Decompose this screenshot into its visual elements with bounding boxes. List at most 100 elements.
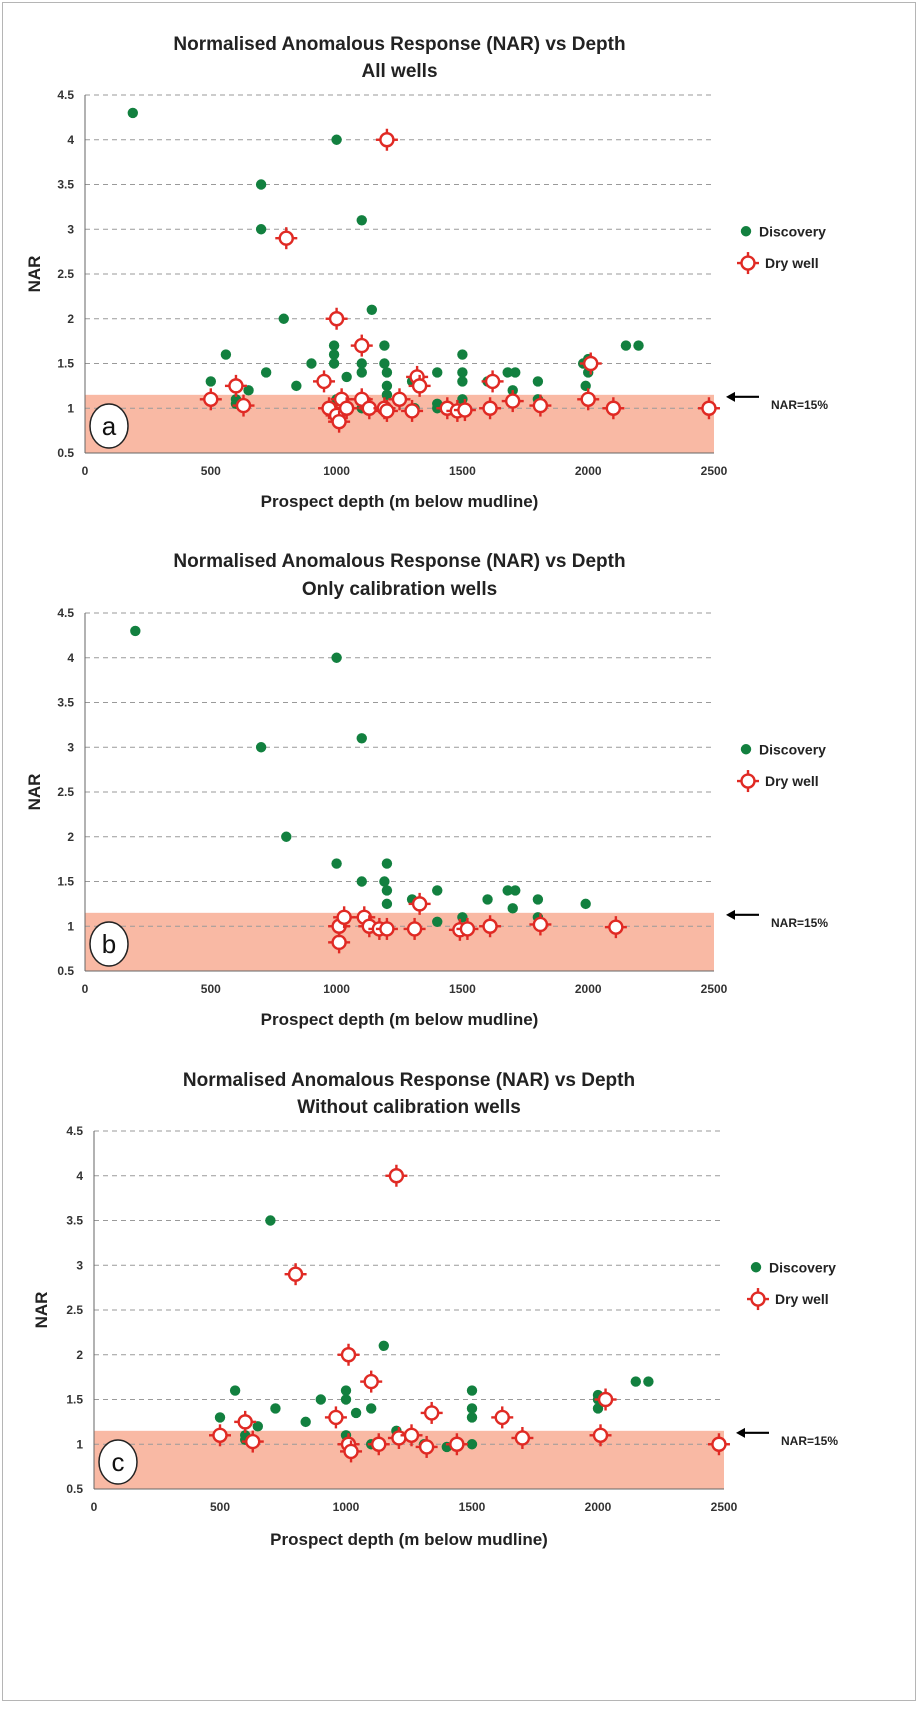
discovery-point [502, 885, 513, 896]
dry-well-point [324, 1406, 347, 1429]
discovery-point [457, 349, 468, 360]
x-tick-label: 1500 [449, 982, 476, 996]
discovery-point [381, 380, 393, 392]
discovery-point [379, 358, 390, 369]
discovery-point [328, 349, 340, 360]
dry-well-point [511, 1426, 534, 1449]
dry-well-point [529, 913, 552, 936]
discovery-point [482, 894, 493, 905]
discovery-point [532, 894, 544, 905]
discovery-point [381, 898, 393, 910]
dry-well-ring [287, 1266, 304, 1282]
dry-well-ring [740, 255, 756, 271]
discovery-point [466, 1385, 478, 1396]
nar-threshold-band [85, 912, 714, 971]
dry-well-ring [605, 400, 622, 416]
threshold-label: NAR=15% [771, 916, 828, 930]
y-tick-label: 3 [67, 740, 74, 754]
chart-subtitle: Only calibration wells [302, 579, 497, 600]
chart-subtitle: All wells [361, 61, 437, 82]
dry-well-ring [459, 921, 476, 937]
dry-well-ring [328, 311, 345, 327]
legend-discovery-label: Discovery [769, 1259, 836, 1275]
y-tick-label: 1 [67, 401, 74, 415]
y-tick-label: 1.5 [66, 1393, 83, 1407]
discovery-point [255, 224, 267, 235]
discovery-point [630, 1376, 641, 1387]
dry-well-ring [354, 337, 370, 354]
dry-well-point [594, 1388, 617, 1411]
dry-well-ring [423, 1405, 440, 1421]
panel-label-oval [89, 921, 129, 967]
dry-well-ring [580, 391, 596, 407]
dry-well-point [224, 374, 247, 397]
discovery-point [381, 367, 393, 378]
dry-well-ring [406, 921, 423, 937]
panel-label: c [112, 1447, 125, 1477]
dry-well-ring [482, 918, 498, 934]
dry-well-ring [379, 132, 395, 148]
discovery-point [510, 367, 521, 378]
y-tick-label: 1.5 [57, 357, 74, 371]
dry-well-point [403, 917, 426, 940]
discovery-point [229, 1385, 241, 1396]
dry-well-ring [482, 400, 498, 416]
discovery-point [466, 1439, 478, 1450]
y-tick-label: 0.5 [66, 1482, 83, 1496]
discovery-point [255, 742, 267, 753]
legend-discovery-marker [740, 744, 752, 755]
dry-well-ring [532, 916, 549, 933]
x-tick-label: 0 [82, 464, 89, 478]
x-tick-label: 1500 [449, 464, 476, 478]
dry-well-point [453, 399, 476, 422]
dry-well-point [491, 1406, 514, 1429]
discovery-point [252, 1421, 263, 1432]
x-tick-label: 1000 [323, 982, 350, 996]
discovery-point [356, 215, 367, 226]
dry-well-point [420, 1401, 443, 1424]
legend-dry-well-label: Dry well [775, 1291, 829, 1307]
discovery-point [130, 625, 141, 637]
y-tick-label: 3.5 [57, 178, 74, 192]
y-tick-label: 3.5 [57, 696, 74, 710]
x-tick-label: 500 [210, 1500, 230, 1514]
dry-well-point [350, 334, 373, 357]
dry-well-point [333, 906, 356, 929]
dry-well-ring [403, 1427, 420, 1444]
dry-well-ring [592, 1427, 609, 1444]
discovery-point [331, 652, 342, 663]
discovery-point [502, 367, 513, 378]
discovery-point [366, 1403, 377, 1414]
threshold-label: NAR=15% [781, 1434, 838, 1448]
y-tick-label: 4.5 [57, 606, 74, 620]
dry-well-point [479, 397, 502, 420]
dry-well-point [479, 915, 502, 938]
dry-well-ring [411, 896, 428, 912]
discovery-point [260, 367, 272, 378]
discovery-point [466, 1412, 478, 1423]
y-tick-label: 0.5 [57, 964, 74, 978]
dry-well-point [385, 1164, 408, 1187]
legend-discovery-marker [750, 1262, 762, 1273]
dry-well-point [367, 1433, 390, 1456]
dry-well-ring [449, 1436, 465, 1452]
y-axis-label: NAR [25, 256, 44, 293]
x-tick-label: 1500 [459, 1500, 486, 1514]
discovery-point [328, 340, 340, 351]
chart-title: Normalised Anomalous Response (NAR) vs D… [183, 1070, 635, 1091]
dry-well-ring [457, 402, 473, 418]
discovery-point [331, 858, 342, 869]
dry-well-point [529, 394, 552, 417]
dry-well-point [579, 352, 602, 375]
dry-well-ring [343, 1443, 359, 1460]
dry-well-ring [371, 1436, 387, 1452]
dry-well-point [577, 388, 600, 411]
y-axis-label: NAR [32, 1292, 51, 1329]
dry-well-ring [608, 919, 624, 935]
dry-well-ring [583, 355, 599, 372]
dry-well-ring [404, 403, 420, 419]
legend-discovery-label: Discovery [759, 741, 826, 757]
x-axis-label: Prospect depth (m below mudline) [261, 1010, 539, 1029]
discovery-point [381, 885, 393, 896]
